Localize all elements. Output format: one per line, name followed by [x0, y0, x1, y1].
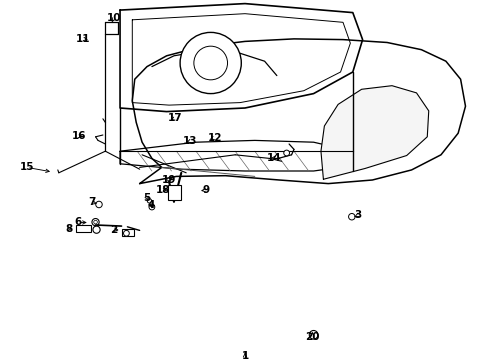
Polygon shape [132, 39, 466, 184]
Text: 7: 7 [88, 197, 96, 207]
Circle shape [123, 230, 129, 236]
Circle shape [94, 220, 98, 224]
Circle shape [149, 204, 155, 210]
Text: 4: 4 [147, 200, 155, 210]
Text: 13: 13 [183, 136, 197, 146]
Text: 1: 1 [242, 351, 248, 360]
Text: 18: 18 [155, 185, 170, 195]
Bar [168, 185, 181, 200]
Text: 6: 6 [75, 217, 82, 228]
Text: 20: 20 [305, 332, 320, 342]
Circle shape [147, 199, 151, 203]
Text: 9: 9 [202, 185, 209, 195]
Circle shape [348, 213, 355, 220]
Text: 3: 3 [354, 210, 361, 220]
Circle shape [93, 226, 100, 233]
Polygon shape [120, 4, 363, 112]
Text: 2: 2 [111, 225, 118, 235]
Text: 8: 8 [65, 224, 72, 234]
Text: 17: 17 [168, 113, 183, 123]
Text: 5: 5 [144, 193, 150, 203]
Circle shape [96, 201, 102, 208]
Text: 19: 19 [162, 175, 176, 185]
Circle shape [284, 150, 290, 156]
Polygon shape [120, 140, 353, 171]
Circle shape [92, 219, 99, 226]
Bar [76, 225, 91, 232]
Circle shape [194, 46, 227, 80]
Polygon shape [321, 86, 429, 179]
Text: 14: 14 [267, 153, 282, 163]
Text: 16: 16 [72, 131, 87, 141]
Circle shape [180, 32, 241, 94]
Text: 11: 11 [76, 34, 91, 44]
Circle shape [309, 330, 318, 339]
Text: 12: 12 [207, 132, 222, 143]
Text: 15: 15 [20, 162, 34, 172]
Bar [122, 229, 134, 236]
Text: 10: 10 [107, 13, 122, 23]
